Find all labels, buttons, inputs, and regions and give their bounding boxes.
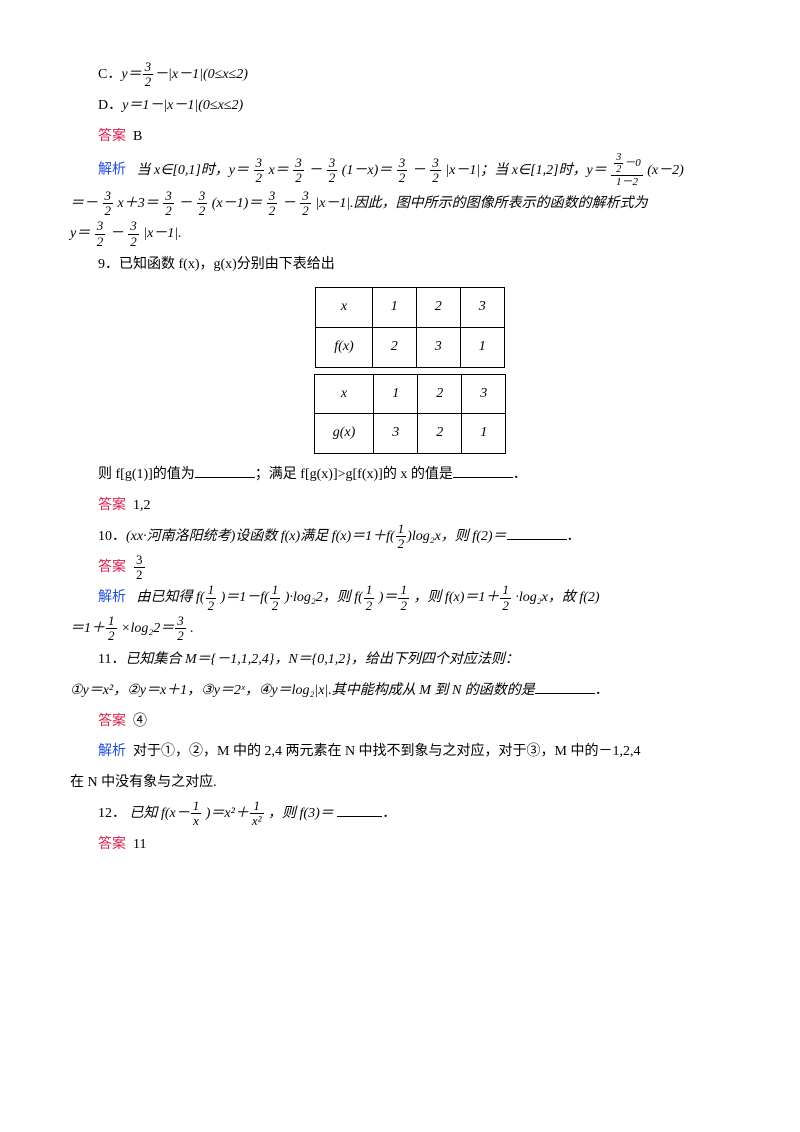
q9-ask: 则 f[g(1)]的值为；满足 f[g(x)]>g[f(x)]的 x 的值是． [70, 460, 750, 491]
q12-answer: 答案 11 [70, 830, 750, 861]
q9-answer: 答案 1,2 [70, 491, 750, 522]
q10-stem: 10．(xx·河南洛阳统考)设函数 f(x)满足 f(x)＝1＋f(12)log… [70, 522, 750, 553]
explanation-8-l2: ＝－ 32 x＋3＝ 32 － 32 (x－1)＝ 32 － 32 |x－1|.… [70, 189, 750, 220]
q10-expl-l2: ＝1＋12 ×log₂2＝32 . [70, 614, 750, 645]
q9-table-g: x123 g(x)321 [314, 374, 507, 455]
q11-answer: 答案 ④ [70, 707, 750, 738]
q11-expl-l2: 在 N 中没有象与之对应. [70, 768, 750, 799]
q11-expl-l1: 解析 对于①，②，M 中的 2,4 两元素在 N 中找不到象与之对应，对于③，M… [70, 737, 750, 768]
q11-stem2: ①y＝x²，②y＝x＋1，③y＝2ˣ，④y＝log₂|x|.其中能构成从 M 到… [70, 676, 750, 707]
q9-stem: 9．已知函数 f(x)，g(x)分别由下表给出 [70, 250, 750, 281]
q10-expl-l1: 解析 由已知得 f(12 )＝1－f(12 )·log₂2，则 f(12 )＝1… [70, 583, 750, 614]
explanation-8-l3: y＝ 32 － 32 |x－1|. [70, 219, 750, 250]
q11-stem1: 11．已知集合 M＝{－1,1,2,4}，N＝{0,1,2}，给出下列四个对应法… [70, 645, 750, 676]
answer-8: 答案 B [70, 122, 750, 153]
option-d: D．y＝1－|x－1|(0≤x≤2) [70, 91, 750, 122]
q12-stem: 12． 已知 f(x－1x )＝x²＋1x² ，则 f(3)＝ ． [70, 799, 750, 830]
fraction: 32 [143, 60, 154, 90]
q10-answer: 答案 32 [70, 553, 750, 584]
q9-table-f: x123 f(x)231 [315, 287, 504, 368]
explanation-8-l1: 解析 当 x∈[0,1]时，y＝ 32 x＝ 32 － 32 (1－x)＝ 32… [70, 152, 750, 188]
option-c: C．y＝32－|x－1|(0≤x≤2) [70, 60, 750, 91]
